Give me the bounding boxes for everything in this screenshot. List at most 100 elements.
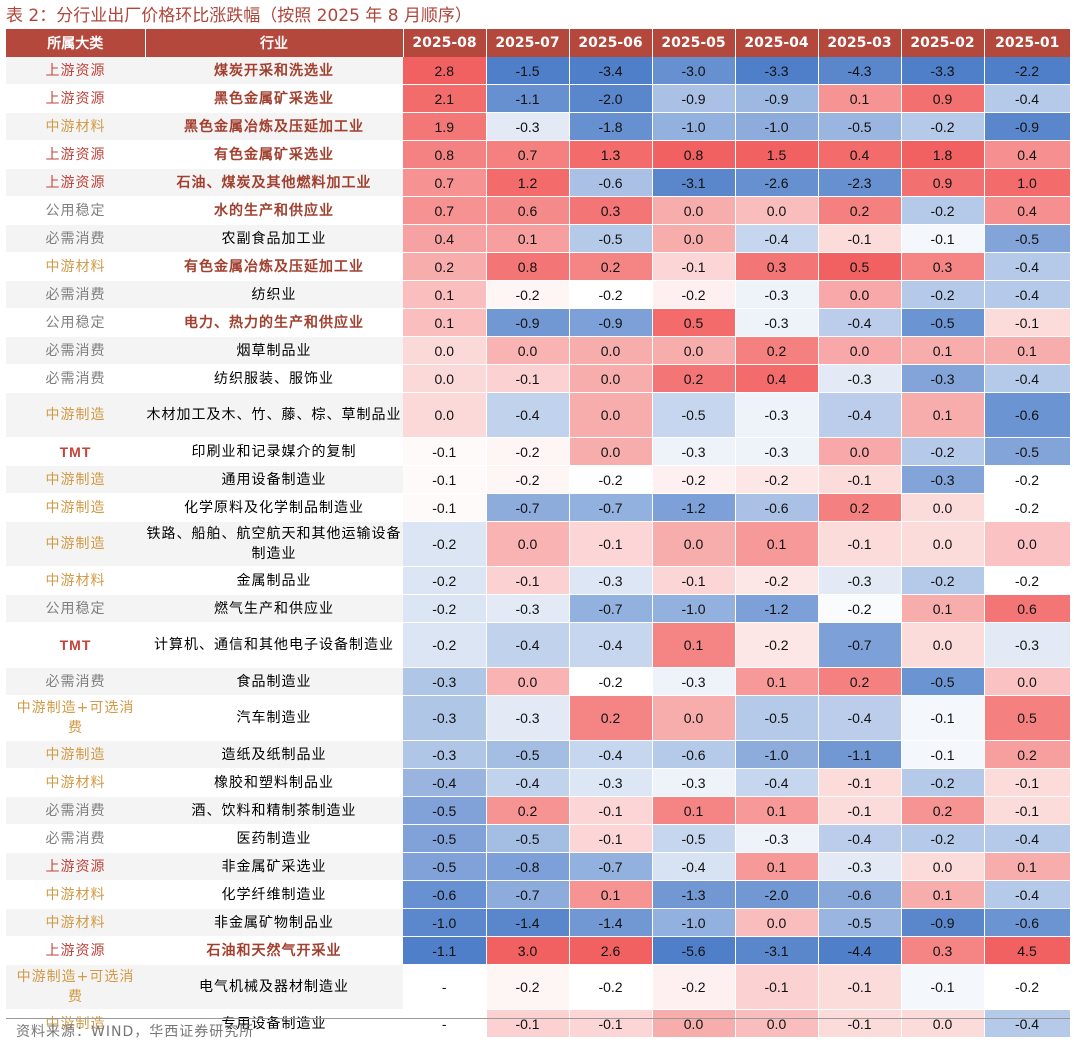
value-cell: -0.2 [652,280,736,309]
value-cell: 0.1 [403,308,487,337]
value-cell: -0.4 [569,622,653,668]
value-cell: 0.6 [486,196,570,225]
value-cell: -0.1 [652,566,736,595]
category-cell: 必需消费 [6,336,145,365]
header-month: 2025-08 [403,29,487,57]
table-row: 必需消费 纺织服装、服饰业 0.0 -0.1 0.0 0.2 0.4 -0.3 -0.3 -0.4 [6,364,1071,393]
category-cell: 中游材料 [6,252,145,281]
value-cell: 0.0 [569,336,653,365]
value-cell: -0.2 [569,465,653,494]
source-note: 资料来源：WIND，华西证券研究所 [16,1024,255,1040]
industry-cell: 石油和天然气开采业 [145,936,403,965]
value-cell: -0.9 [486,308,570,337]
table-row: 必需消费 食品制造业 -0.3 0.0 -0.2 -0.3 0.1 0.2 -0.5 0.0 [6,667,1071,696]
value-cell: -0.3 [652,768,736,797]
value-cell: -0.2 [735,566,819,595]
value-cell: -3.1 [735,936,819,965]
value-cell: -0.1 [901,964,985,1010]
value-cell: -0.5 [735,695,819,741]
value-cell: -0.2 [901,566,985,595]
category-cell: 中游制造 [6,521,145,567]
value-cell: -0.1 [569,796,653,825]
value-cell: 0.8 [403,140,487,169]
value-cell: 0.0 [652,224,736,253]
header-row: 所属大类 行业 2025-08 2025-07 2025-06 2025-05 … [6,29,1070,57]
value-cell: -0.4 [984,880,1071,909]
value-cell: -0.2 [652,465,736,494]
table-row: 公用稳定 电力、热力的生产和供应业 0.1 -0.9 -0.9 0.5 -0.3 -0.4 -0… [6,308,1071,337]
value-cell: -0.3 [901,364,985,393]
value-cell: -0.5 [984,224,1071,253]
value-cell: -0.1 [818,768,902,797]
value-cell: -0.5 [403,852,487,881]
industry-cell: 有色金属矿采选业 [145,140,403,169]
industry-cell: 计算机、通信和其他电子设备制造业 [145,622,403,668]
table-row: 中游材料 化学纤维制造业 -0.6 -0.7 0.1 -1.3 -2.0 -0.6 0.1 -0.… [6,880,1071,909]
value-cell: -0.3 [735,280,819,309]
value-cell: -2.2 [984,57,1071,85]
ppi-industry-table: 所属大类 行业 2025-08 2025-07 2025-06 2025-05 … [6,29,1071,1038]
value-cell: -0.2 [984,493,1071,522]
value-cell: 0.4 [735,364,819,393]
category-cell: 公用稳定 [6,196,145,225]
value-cell: 0.9 [901,84,985,113]
value-cell: 0.1 [403,280,487,309]
value-cell: -0.1 [818,964,902,1010]
category-cell: 中游制造 [6,1009,145,1038]
value-cell: -0.5 [818,908,902,937]
value-cell: 0.1 [735,667,819,696]
table-row: 上游资源 非金属矿采选业 -0.5 -0.8 -0.7 -0.4 0.1 -0.3 0.0 0.1 [6,852,1071,881]
table-row: 公用稳定 燃气生产和供应业 -0.2 -0.3 -0.7 -1.0 -1.2 -0.2 0.1 0… [6,594,1071,623]
value-cell: -0.7 [569,852,653,881]
value-cell: 0.1 [901,336,985,365]
industry-cell: 电力、热力的生产和供应业 [145,308,403,337]
value-cell: 0.4 [403,224,487,253]
value-cell: -0.5 [569,224,653,253]
industry-cell: 铁路、船舶、航空航天和其他运输设备制造业 [145,521,403,567]
value-cell: -3.3 [901,57,985,85]
value-cell: -0.4 [569,740,653,769]
industry-cell: 橡胶和塑料制品业 [145,768,403,797]
value-cell: 0.1 [901,392,985,438]
header-category: 所属大类 [6,29,146,57]
value-cell: 0.1 [735,521,819,567]
value-cell: 0.1 [652,622,736,668]
value-cell: 0.0 [735,1009,819,1038]
value-cell: -0.2 [984,964,1071,1010]
value-cell: -0.1 [984,768,1071,797]
value-cell: 0.2 [735,336,819,365]
value-cell: -0.4 [735,224,819,253]
value-cell: -0.9 [901,908,985,937]
category-cell: 公用稳定 [6,308,145,337]
value-cell: -0.7 [569,594,653,623]
value-cell: -0.6 [652,740,736,769]
value-cell: 0.5 [652,308,736,337]
value-cell: -0.5 [652,392,736,438]
value-cell: -0.2 [735,622,819,668]
category-cell: 中游制造 [6,493,145,522]
value-cell: -1.1 [403,936,487,965]
value-cell: -0.6 [984,392,1071,438]
value-cell: 1.2 [486,168,570,197]
value-cell: 0.0 [818,280,902,309]
industry-cell: 农副食品加工业 [145,224,403,253]
industry-cell: 烟草制品业 [145,336,403,365]
industry-cell: 非金属矿采选业 [145,852,403,881]
value-cell: -0.3 [901,465,985,494]
table-row: 上游资源 有色金属矿采选业 0.8 0.7 1.3 0.8 1.5 0.4 1.8 0.4 [6,140,1071,169]
value-cell: -0.2 [984,465,1071,494]
value-cell: 0.0 [486,521,570,567]
value-cell: 0.3 [901,252,985,281]
value-cell: 0.0 [901,521,985,567]
value-cell: -0.1 [818,224,902,253]
header-month: 2025-02 [901,29,985,57]
industry-cell: 石油、煤炭及其他燃料加工业 [145,168,403,197]
value-cell: -0.6 [984,908,1071,937]
value-cell: -5.6 [652,936,736,965]
value-cell: -0.1 [569,521,653,567]
value-cell: 0.0 [652,521,736,567]
table-row: 必需消费 纺织业 0.1 -0.2 -0.2 -0.2 -0.3 0.0 -0.2 -0.4 [6,280,1071,309]
value-cell: -0.2 [403,566,487,595]
industry-cell: 造纸及纸制品业 [145,740,403,769]
industry-cell: 有色金属冶炼及压延加工业 [145,252,403,281]
